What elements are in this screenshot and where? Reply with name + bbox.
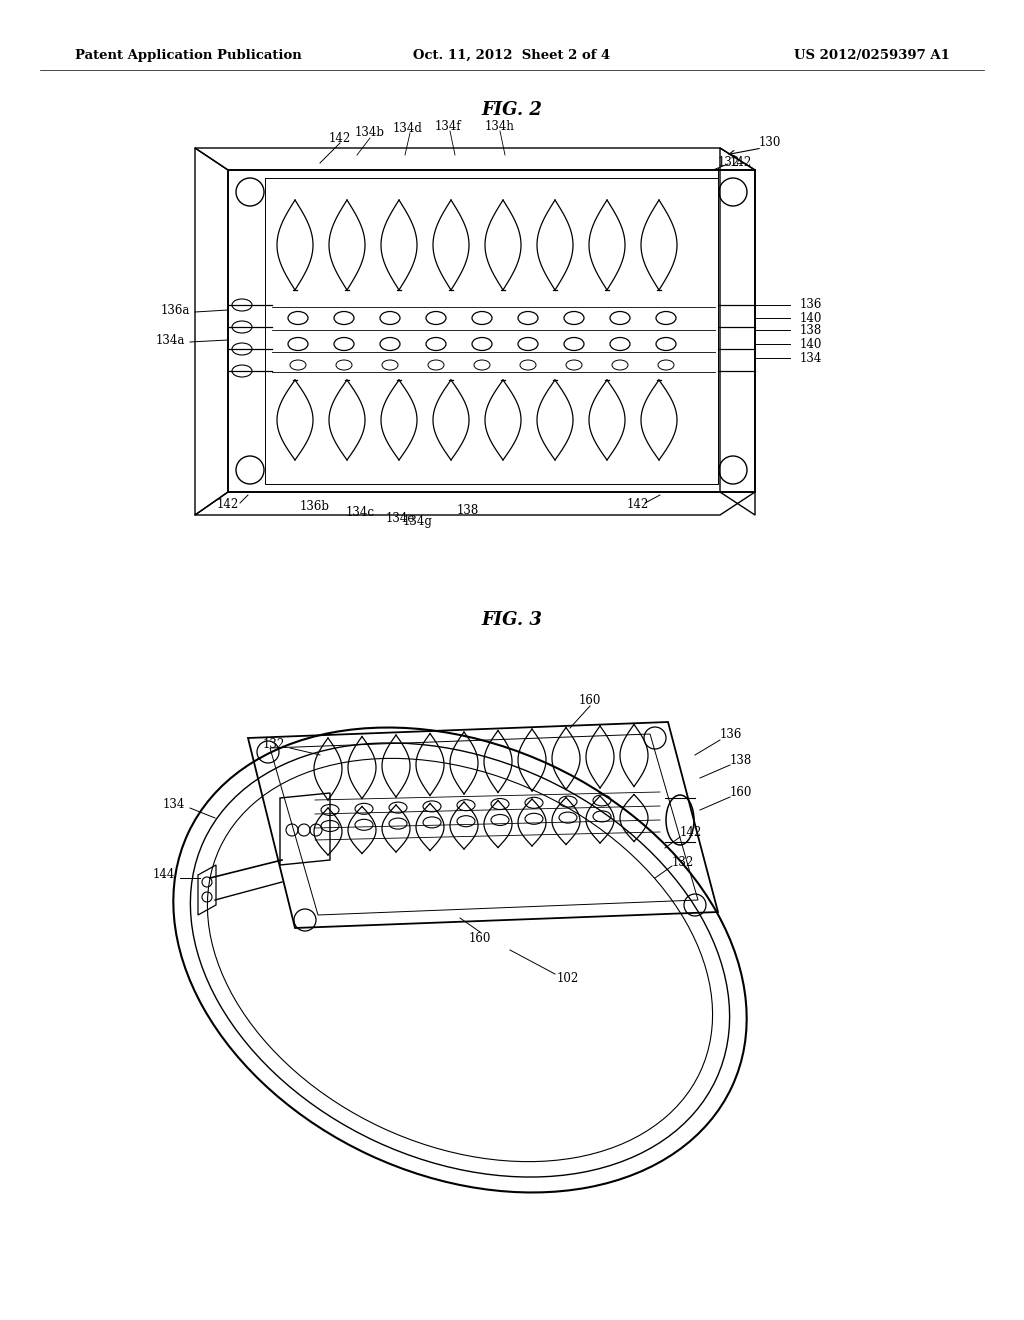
Text: 134e: 134e	[385, 511, 415, 524]
Text: 160: 160	[579, 693, 601, 706]
Text: 140: 140	[800, 312, 822, 325]
Text: 102: 102	[557, 972, 580, 985]
Text: 142: 142	[680, 826, 702, 840]
Text: 138: 138	[800, 323, 822, 337]
Text: Patent Application Publication: Patent Application Publication	[75, 49, 302, 62]
Text: 142: 142	[627, 499, 649, 511]
Text: 134d: 134d	[393, 121, 423, 135]
Text: FIG. 2: FIG. 2	[481, 102, 543, 119]
Text: 134: 134	[163, 799, 185, 812]
Text: 130: 130	[759, 136, 781, 149]
Text: 134b: 134b	[355, 127, 385, 140]
Text: 136b: 136b	[300, 500, 330, 513]
Text: Oct. 11, 2012  Sheet 2 of 4: Oct. 11, 2012 Sheet 2 of 4	[414, 49, 610, 62]
Text: 132: 132	[263, 738, 285, 751]
Text: 144: 144	[153, 869, 175, 882]
Text: 142: 142	[730, 156, 753, 169]
Text: 132: 132	[718, 156, 740, 169]
Text: 134f: 134f	[434, 120, 462, 132]
Text: 142: 142	[329, 132, 351, 144]
Text: FIG. 3: FIG. 3	[481, 611, 543, 630]
Text: 138: 138	[730, 754, 753, 767]
Text: 136a: 136a	[161, 304, 190, 317]
Text: 134: 134	[800, 351, 822, 364]
Text: 140: 140	[800, 338, 822, 351]
Text: US 2012/0259397 A1: US 2012/0259397 A1	[795, 49, 950, 62]
Text: 134g: 134g	[403, 516, 433, 528]
Text: 136: 136	[800, 298, 822, 312]
Text: 136: 136	[720, 729, 742, 742]
Text: 142: 142	[217, 499, 240, 511]
Text: 134h: 134h	[485, 120, 515, 132]
Text: 160: 160	[730, 787, 753, 800]
Text: 134a: 134a	[156, 334, 185, 346]
Text: 138: 138	[457, 503, 479, 516]
Text: 134c: 134c	[345, 506, 375, 519]
Text: 132: 132	[672, 855, 694, 869]
Text: 160: 160	[469, 932, 492, 945]
